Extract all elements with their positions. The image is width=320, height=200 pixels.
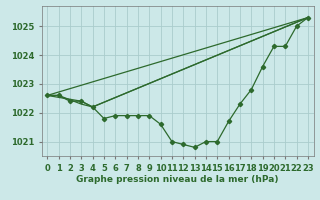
X-axis label: Graphe pression niveau de la mer (hPa): Graphe pression niveau de la mer (hPa): [76, 175, 279, 184]
